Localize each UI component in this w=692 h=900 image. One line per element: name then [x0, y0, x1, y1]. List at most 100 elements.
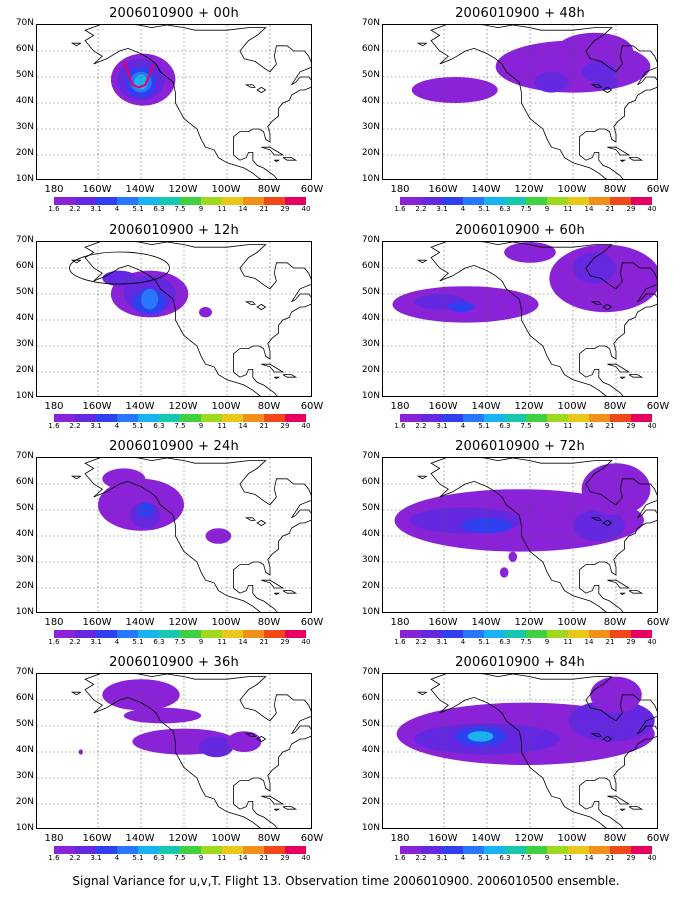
coastline-segment [430, 674, 608, 828]
panel-title: 2006010900 + 36h [109, 655, 239, 670]
y-axis-label: 20N [15, 148, 34, 158]
x-axis-label: 160W [82, 833, 112, 844]
colorbar-swatch [568, 197, 589, 205]
colorbar-swatch [138, 414, 159, 422]
coastline-segment [261, 579, 285, 589]
x-axis-label: 120W [168, 401, 198, 412]
y-axis-label: 20N [15, 365, 34, 375]
y-axis-label: 30N [15, 555, 34, 565]
colorbar-swatch [505, 414, 526, 422]
coastline [70, 25, 311, 179]
variance-contour [448, 301, 475, 313]
panel-title: 2006010900 + 84h [455, 655, 585, 670]
coastline-segment [607, 146, 631, 156]
colorbar-swatch [442, 630, 463, 638]
colorbar-label: 6.3 [153, 205, 165, 213]
colorbar-swatch [463, 630, 484, 638]
colorbar-label: 7.5 [520, 854, 532, 862]
x-axis-label: 180 [390, 401, 410, 412]
variance-contour [78, 749, 83, 755]
coastline [70, 674, 311, 828]
colorbar-swatch [526, 414, 547, 422]
colorbar-label: 9 [544, 205, 550, 213]
y-axis-label: 50N [361, 719, 380, 729]
colorbar-label: 5.1 [132, 638, 144, 646]
colorbar-label: 11 [217, 638, 227, 646]
colorbar-swatch [631, 630, 652, 638]
colorbar-label: 2.2 [415, 854, 427, 862]
colorbar-swatch [222, 414, 243, 422]
map-frame [382, 241, 658, 397]
colorbar-swatch [138, 197, 159, 205]
x-axis-label: 160W [428, 833, 458, 844]
colorbar-label: 5.1 [132, 422, 144, 430]
x-axis-label: 60W [300, 833, 324, 844]
colorbar-swatch [117, 197, 138, 205]
map-frame [382, 673, 658, 829]
x-axis-label: 120W [168, 617, 198, 628]
y-axis-label: 40N [15, 313, 34, 323]
colorbar-swatch [54, 197, 75, 205]
colorbar-label: 2.2 [415, 205, 427, 213]
colorbar-label: 6.3 [153, 854, 165, 862]
y-axis-label: 50N [361, 287, 380, 297]
y-axis-label: 60N [361, 693, 380, 703]
coastline-segment [166, 242, 311, 303]
colorbar-label: 6.3 [499, 638, 511, 646]
colorbar-label: 2.2 [69, 205, 81, 213]
map-frame [36, 24, 312, 180]
colorbar-swatch [610, 414, 631, 422]
panel-title: 2006010900 + 00h [109, 6, 239, 21]
colorbar-label: 5.1 [478, 422, 490, 430]
variance-contour [411, 77, 498, 103]
colorbar-swatch [285, 197, 306, 205]
coastline-segment [244, 301, 256, 305]
colorbar-swatch [589, 630, 610, 638]
colorbar-swatch [180, 197, 201, 205]
coastline-segment [256, 303, 266, 311]
colorbar-label: 5.1 [132, 205, 144, 213]
x-axis-label: 180 [44, 833, 64, 844]
colorbar-label: 4 [114, 422, 120, 430]
coastline-segment [84, 674, 262, 828]
coastline-segment [244, 733, 256, 737]
variance-contour [227, 731, 262, 752]
coastline-segment [620, 376, 627, 379]
colorbar-label: 40 [647, 854, 657, 862]
map-panel: 2006010900 + 00h 70N 60N 50N 40N 30N 20N 10N 180… [0, 0, 330, 213]
x-axis-label: 100W [211, 401, 241, 412]
colorbar-swatch [201, 197, 222, 205]
y-axis-label: 20N [15, 797, 34, 807]
colorbar-swatch [505, 630, 526, 638]
coastline-segment [261, 146, 285, 156]
panel-title: 2006010900 + 72h [455, 439, 585, 454]
coastline-segment [282, 157, 298, 161]
map-frame [382, 24, 658, 180]
colorbar-label: 11 [563, 854, 573, 862]
colorbar-swatch [442, 197, 463, 205]
colorbar-swatch [442, 846, 463, 854]
colorbar-label: 9 [198, 854, 204, 862]
variance-shading [98, 468, 232, 544]
colorbar-swatch [400, 197, 421, 205]
y-axis-label: 30N [15, 122, 34, 132]
x-axis-label: 60W [300, 184, 324, 195]
track-outline [69, 251, 170, 285]
coastline-segment [84, 242, 262, 396]
map-canvas [37, 25, 311, 179]
colorbar-swatch [159, 630, 180, 638]
x-axis-label: 120W [168, 833, 198, 844]
y-axis-label: 70N [361, 667, 380, 677]
x-axis-label: 140W [471, 401, 501, 412]
x-axis-label: 60W [646, 617, 670, 628]
colorbar-swatch [222, 197, 243, 205]
x-axis-label: 120W [514, 617, 544, 628]
coastline-segment [602, 303, 612, 311]
colorbar-label: 3.1 [436, 638, 448, 646]
figure-caption: Signal Variance for u,v,T. Flight 13. Ob… [72, 874, 620, 888]
x-axis-label: 100W [557, 617, 587, 628]
colorbar-label: 40 [301, 205, 311, 213]
colorbar-swatch [526, 197, 547, 205]
y-axis-label: 50N [15, 503, 34, 513]
coastline-segment [416, 475, 428, 480]
